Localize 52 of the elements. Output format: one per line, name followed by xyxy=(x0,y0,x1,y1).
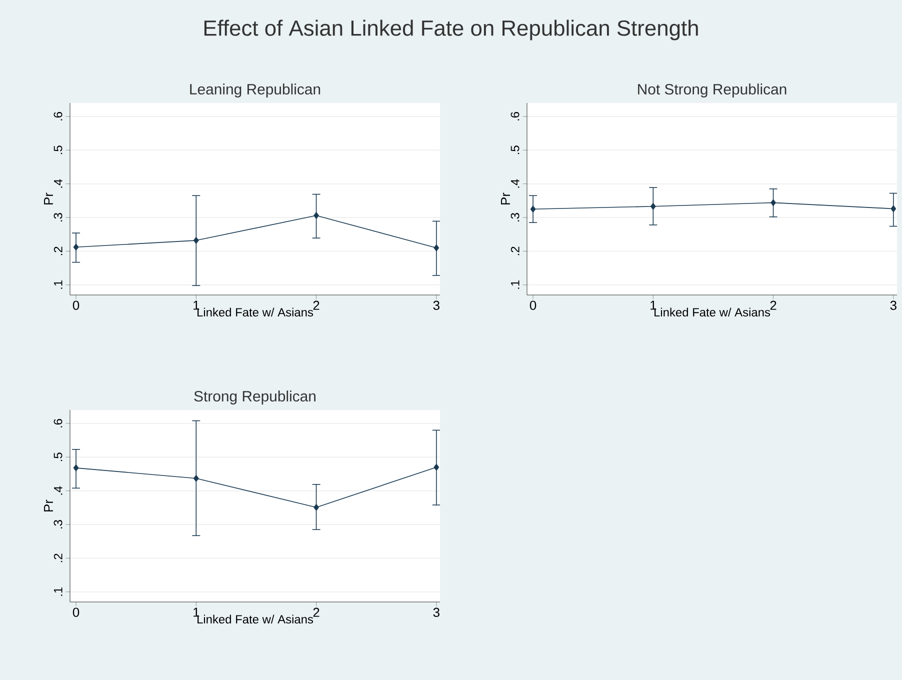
text: Effect of Asian Linked Fate on Republican Strength xyxy=(204,20,698,40)
point xyxy=(770,199,776,206)
y-tick-label: .2 xyxy=(510,246,520,256)
y-tick-label: .1 xyxy=(511,280,520,289)
x-tick-label: 3 xyxy=(433,300,440,310)
y-tick-label: .6 xyxy=(54,418,62,428)
y-tick-label: .2 xyxy=(54,246,62,256)
point xyxy=(650,202,656,210)
y-tick-label: .6 xyxy=(510,112,520,120)
x-tick-label: 2 xyxy=(770,300,776,310)
y-axis-title: Pr xyxy=(501,192,510,204)
x-tick-label: 1 xyxy=(194,608,200,617)
point xyxy=(530,206,536,212)
chart-title: Strong Republican xyxy=(194,390,316,404)
x-tick-label: 1 xyxy=(194,300,200,310)
point xyxy=(434,464,440,471)
x-tick-label: 1 xyxy=(650,300,656,310)
y-tick-label: .4 xyxy=(54,179,62,188)
point xyxy=(73,244,79,251)
y-tick-label: .4 xyxy=(54,486,62,495)
y-tick-label: .1 xyxy=(54,587,62,596)
x-axis-title: Linked Fate w/ Asians xyxy=(654,308,770,317)
point xyxy=(314,212,319,219)
chart-title: Leaning Republican xyxy=(190,84,320,98)
x-tick-label: 0 xyxy=(530,300,536,310)
y-tick-label: .4 xyxy=(511,179,520,188)
x-tick-label: 3 xyxy=(433,608,440,617)
y-axis-title: Pr xyxy=(44,192,53,204)
point xyxy=(890,205,896,212)
point xyxy=(314,504,319,511)
y-tick-label: .6 xyxy=(54,112,62,120)
y-tick-label: .3 xyxy=(54,520,62,528)
point xyxy=(434,244,440,252)
point xyxy=(193,237,199,244)
y-axis-title: Pr xyxy=(44,500,53,512)
y-tick-label: .5 xyxy=(510,146,520,154)
x-axis-title: Linked Fate w/ Asians xyxy=(198,614,314,624)
y-tick-label: .2 xyxy=(54,554,62,562)
x-axis-title: Linked Fate w/ Asians xyxy=(198,308,314,317)
point xyxy=(193,474,199,482)
y-tick-label: .3 xyxy=(54,213,62,222)
x-tick-label: 0 xyxy=(72,300,80,310)
x-tick-label: 3 xyxy=(890,300,896,310)
x-tick-label: 2 xyxy=(313,300,320,310)
y-tick-label: .5 xyxy=(54,452,62,462)
point xyxy=(73,464,79,472)
x-tick-label: 0 xyxy=(72,608,80,617)
y-tick-label: .3 xyxy=(510,213,520,222)
y-tick-label: .1 xyxy=(54,280,62,289)
chart-title: Not Strong Republican xyxy=(638,84,786,98)
y-tick-label: .5 xyxy=(54,146,62,154)
x-tick-label: 2 xyxy=(313,608,320,617)
